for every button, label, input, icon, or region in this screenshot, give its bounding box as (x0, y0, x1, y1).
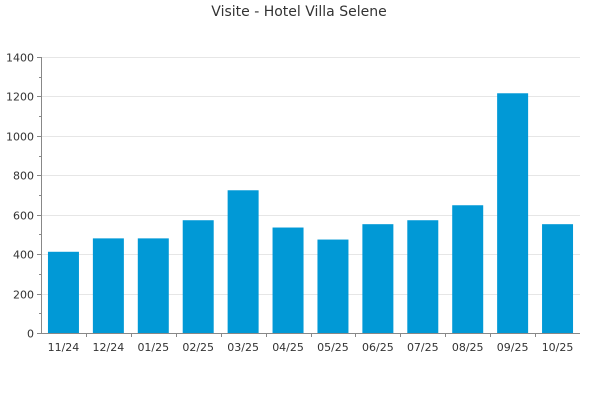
x-tick-label: 11/24 (48, 341, 80, 354)
bar (47, 251, 79, 333)
bar (362, 224, 394, 333)
bar (227, 190, 259, 333)
y-tick-label: 600 (13, 210, 34, 223)
y-tick-label: 1000 (6, 131, 34, 144)
y-tick-label: 400 (13, 249, 34, 262)
x-tick-label: 09/25 (497, 341, 529, 354)
x-tick-label: 04/25 (272, 341, 304, 354)
bar (452, 205, 484, 333)
x-tick-label: 12/24 (93, 341, 125, 354)
y-tick-label: 1400 (6, 52, 34, 65)
bar (272, 227, 304, 333)
chart-title: Visite - Hotel Villa Selene (211, 4, 386, 20)
y-tick-label: 800 (13, 170, 34, 183)
bar (317, 239, 349, 333)
gridlines (41, 57, 580, 295)
bar (137, 238, 169, 333)
axes (37, 57, 580, 337)
bars (47, 93, 574, 333)
bar (92, 238, 124, 333)
y-tick-label: 1200 (6, 91, 34, 104)
x-tick-label: 02/25 (182, 341, 214, 354)
y-tick-label: 0 (27, 328, 34, 341)
bar (497, 93, 529, 333)
x-tick-label: 06/25 (362, 341, 394, 354)
x-tick-labels: 11/24 12/24 01/25 02/25 03/25 04/25 05/25 06/25… (48, 341, 574, 354)
bar (542, 224, 574, 333)
x-tick-label: 01/25 (137, 341, 169, 354)
y-tick-labels: 0 200 400 600 800 1000 1200 1400 (6, 52, 34, 341)
x-tick-label: 10/25 (542, 341, 574, 354)
bar (407, 220, 439, 333)
x-tick-label: 05/25 (317, 341, 349, 354)
x-tick-label: 08/25 (452, 341, 484, 354)
y-tick-label: 200 (13, 289, 34, 302)
bar (182, 220, 214, 333)
x-tick-label: 03/25 (227, 341, 259, 354)
x-tick-label: 07/25 (407, 341, 439, 354)
